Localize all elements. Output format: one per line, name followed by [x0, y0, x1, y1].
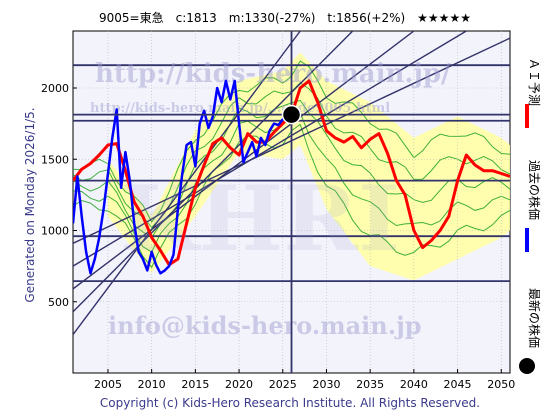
y-tick-label: 2000: [41, 82, 69, 95]
latest-price-marker: [281, 104, 302, 125]
watermark-subpage: http://kids-hero.main.jp/...code9005.htm…: [90, 101, 390, 116]
y-tick-label: 1000: [41, 225, 69, 238]
copyright-label: Copyright (c) Kids-Hero Research Institu…: [100, 396, 480, 410]
trend-channel-line: [73, 31, 467, 267]
legend-ai-label: ＡＩ予測: [527, 58, 541, 106]
watermark-layer: KHRI http://kids-hero.main.jp/ http://ki…: [90, 59, 451, 340]
x-tick-label: 2035: [356, 378, 384, 391]
generated-label: Generated on Monday 2026/1/5.: [23, 107, 37, 302]
chart-title: 9005=東急 c:1813 m:1330(-27%) t:1856(+2%) …: [99, 10, 471, 25]
watermark-url: http://kids-hero.main.jp/: [95, 59, 451, 89]
trend-channel-line: [73, 31, 354, 313]
legend: ＡＩ予測 過去の株価 最新の株価: [519, 58, 542, 374]
legend-latest-swatch: [519, 358, 535, 374]
tick-layer: 2005 2010 2015 2020 2025 2030 2035 2040 2045 2050…: [41, 82, 515, 391]
x-tick-label: 2025: [269, 378, 297, 391]
x-tick-label: 2005: [94, 378, 122, 391]
y-tick-label: 500: [48, 296, 69, 309]
legend-past-label: 過去の株価: [527, 160, 542, 220]
legend-latest-label: 最新の株価: [527, 288, 542, 348]
x-tick-label: 2040: [400, 378, 428, 391]
watermark-big: KHRI: [120, 166, 400, 272]
watermark-email: info@kids-hero.main.jp: [108, 311, 422, 340]
trend-channel-line: [73, 31, 301, 335]
x-tick-label: 2030: [312, 378, 340, 391]
past-price-line: [73, 79, 293, 275]
y-tick-label: 1500: [41, 153, 69, 166]
x-tick-label: 2050: [487, 378, 515, 391]
grid-layer: [73, 31, 510, 373]
x-tick-label: 2010: [138, 378, 166, 391]
x-tick-label: 2020: [225, 378, 253, 391]
x-tick-label: 2015: [181, 378, 209, 391]
current-marker-layer: [73, 31, 510, 373]
x-tick-label: 2045: [444, 378, 472, 391]
trend-channel-layer: [73, 31, 510, 335]
